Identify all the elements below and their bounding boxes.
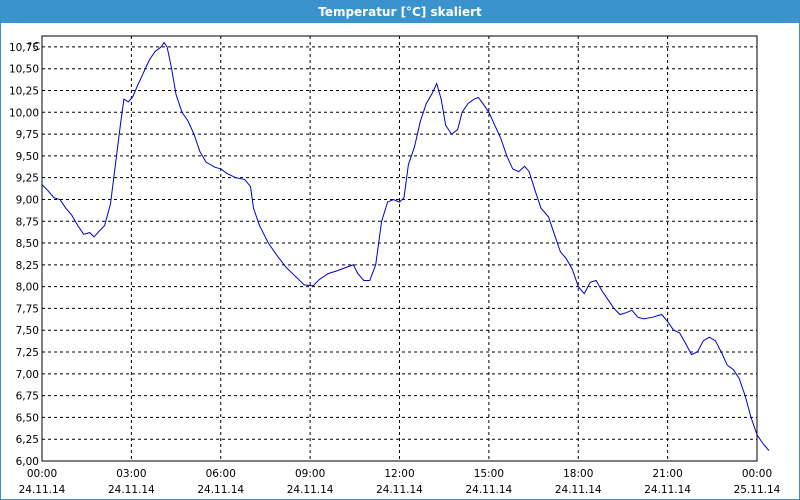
y-tick-label: 10,00 xyxy=(9,107,39,119)
x-tick-date-label: 24.11.14 xyxy=(376,484,423,496)
x-tick-time-label: 03:00 xyxy=(116,468,146,480)
window-title: Temperatur [°C] skaliert xyxy=(1,1,799,23)
y-tick-label: 6,50 xyxy=(16,412,39,424)
y-tick-label: 7,00 xyxy=(16,369,39,381)
series-line-temperature xyxy=(41,41,770,451)
y-axis-unit-label: °C xyxy=(27,40,41,53)
y-tick-label: 9,00 xyxy=(16,194,39,206)
temperature-line-chart: °C 6,00 6,25 6,50 6,75 7,00 7,25 7,50 7,75 8,00 8… xyxy=(9,35,781,496)
x-tick-date-label: 24.11.14 xyxy=(19,484,66,496)
y-tick-label: 8,25 xyxy=(16,260,39,272)
y-tick-label: 7,25 xyxy=(16,347,39,359)
y-tick-label: 9,25 xyxy=(16,173,39,185)
y-tick-label: 10,75 xyxy=(9,42,39,54)
x-tick-time-label: 00:00 xyxy=(742,468,772,480)
grid-lines xyxy=(41,36,758,462)
x-tick-labels: 00:00 24.11.14 03:00 24.11.14 06:00 24.11.14 0… xyxy=(19,468,781,496)
y-tick-label: 7,50 xyxy=(16,325,39,337)
y-tick-label: 9,50 xyxy=(16,151,39,163)
y-tick-label: 6,25 xyxy=(16,434,39,446)
x-tick-date-label: 25.11.14 xyxy=(734,484,781,496)
x-tick-time-label: 09:00 xyxy=(295,468,325,480)
x-tick-date-label: 24.11.14 xyxy=(197,484,244,496)
y-tick-label: 10,50 xyxy=(9,64,39,76)
x-tick-time-label: 21:00 xyxy=(652,468,682,480)
y-tick-label: 10,25 xyxy=(9,85,39,97)
x-tick-date-label: 24.11.14 xyxy=(108,484,155,496)
x-tick-date-label: 24.11.14 xyxy=(465,484,512,496)
y-tick-label: 7,75 xyxy=(16,303,39,315)
plot-area-frame xyxy=(41,35,758,462)
y-tick-label: 9,75 xyxy=(16,129,39,141)
x-tick-date-label: 24.11.14 xyxy=(555,484,602,496)
y-tick-label: 8,50 xyxy=(16,238,39,250)
x-tick-date-label: 24.11.14 xyxy=(644,484,691,496)
x-tick-time-label: 06:00 xyxy=(206,468,236,480)
y-tick-label: 8,00 xyxy=(16,282,39,294)
x-tick-time-label: 18:00 xyxy=(563,468,593,480)
y-tick-label: 8,75 xyxy=(16,216,39,228)
x-tick-date-label: 24.11.14 xyxy=(287,484,334,496)
y-tick-label: 6,75 xyxy=(16,391,39,403)
y-tick-labels: 6,00 6,25 6,50 6,75 7,00 7,25 7,50 7,75 8,00 8,25… xyxy=(9,42,39,468)
x-tick-time-label: 12:00 xyxy=(384,468,414,480)
x-tick-time-label: 00:00 xyxy=(27,468,57,480)
y-tick-label: 6,00 xyxy=(16,456,39,468)
x-tick-time-label: 15:00 xyxy=(474,468,504,480)
